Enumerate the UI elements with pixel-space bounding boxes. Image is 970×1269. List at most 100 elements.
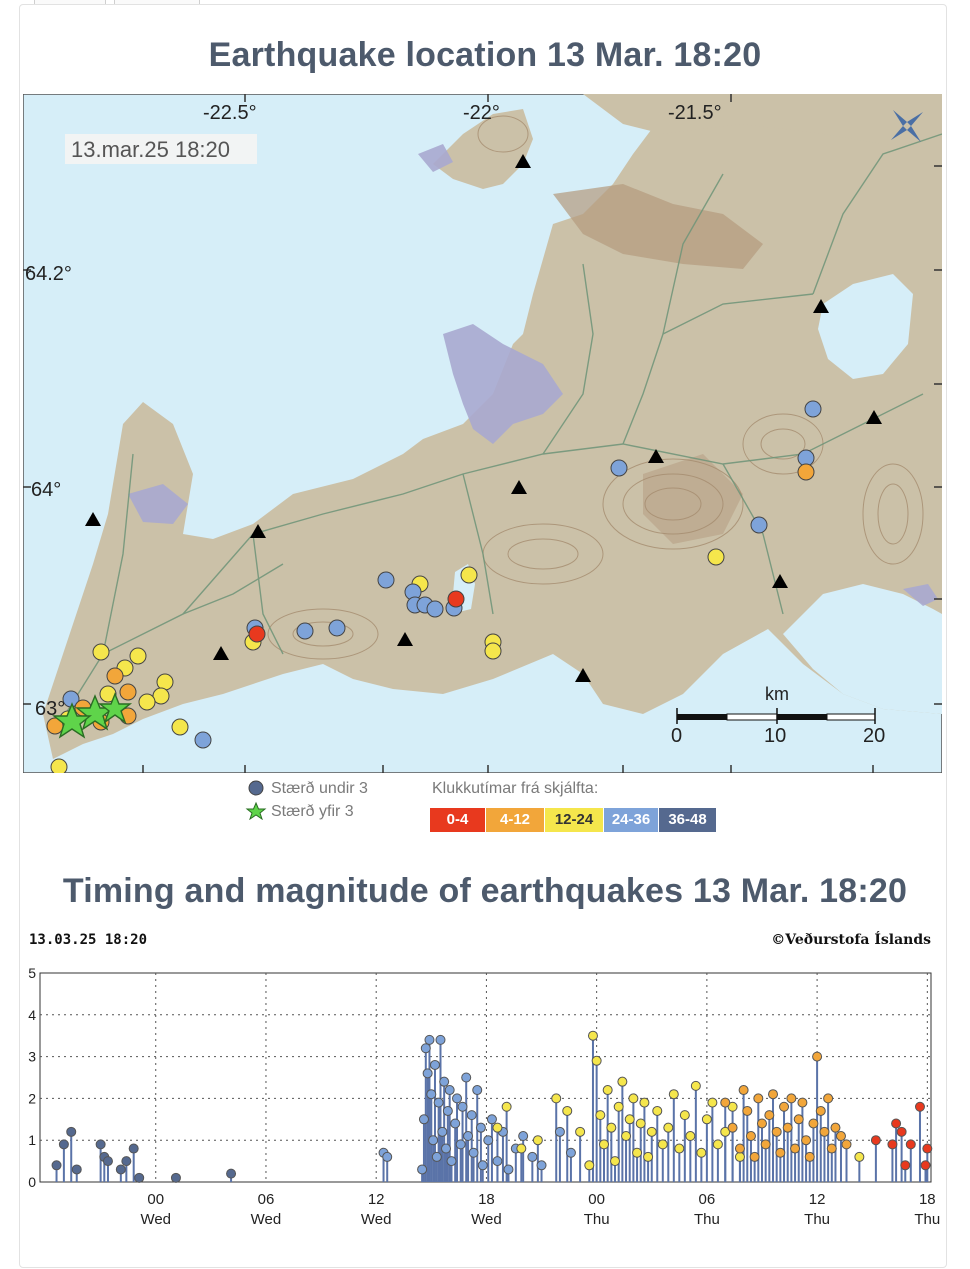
x-tick-time: 12 — [368, 1191, 385, 1208]
earthquake-dots — [46, 400, 822, 773]
quake-point — [835, 1131, 846, 1142]
quake-point — [782, 1122, 793, 1133]
quake-point — [854, 1151, 865, 1162]
quake-dot — [129, 647, 147, 665]
relief-esja — [553, 184, 763, 269]
lava-field-1 — [443, 324, 563, 444]
quake-point — [428, 1135, 439, 1146]
quake-point — [492, 1122, 503, 1133]
quake-point — [632, 1147, 643, 1158]
station-triangle — [648, 449, 664, 463]
quake-point — [808, 1118, 819, 1129]
x-tick-time: 12 — [809, 1191, 826, 1208]
quake-point — [433, 1097, 444, 1108]
quake-point — [900, 1160, 911, 1171]
quake-point — [815, 1105, 826, 1116]
station-triangle — [772, 574, 788, 588]
quake-point — [652, 1105, 663, 1116]
quake-point — [452, 1093, 463, 1104]
y-tick-label: 5 — [28, 965, 36, 981]
x-tick-day: Wed — [361, 1211, 392, 1228]
plot-frame — [39, 972, 932, 1183]
quake-point — [727, 1122, 738, 1133]
quake-dot — [156, 673, 174, 691]
quake-point — [826, 1143, 837, 1154]
y-tick-label: 4 — [28, 1007, 36, 1023]
quake-dot — [460, 566, 478, 584]
quake-point — [483, 1135, 494, 1146]
lava-field-4 — [903, 584, 938, 606]
quake-point — [914, 1101, 925, 1112]
earthquake-map[interactable]: 13.mar.25 18:20 -22.5° -22° -21.5° 64.2°… — [23, 94, 942, 773]
quake-point — [891, 1118, 902, 1129]
quake-point — [562, 1105, 573, 1116]
quake-point — [602, 1085, 613, 1096]
quake-point — [551, 1093, 562, 1104]
quake-point — [793, 1114, 804, 1125]
quake-point — [712, 1139, 723, 1150]
data-points — [51, 1030, 933, 1183]
legend-bin-24-36: 24-36 — [604, 808, 658, 832]
legend-bin-12-24: 12-24 — [545, 808, 603, 832]
quake-point — [587, 1030, 598, 1041]
station-triangle — [511, 480, 527, 494]
station-triangle — [866, 410, 882, 424]
quake-point — [128, 1143, 139, 1154]
legend-dot-icon — [248, 780, 264, 796]
quake-point — [475, 1122, 486, 1133]
quake-point — [527, 1151, 538, 1162]
quake-point — [738, 1085, 749, 1096]
scale-tick-0: 0 — [671, 725, 682, 747]
legend-under3: Stærð undir 3 — [271, 780, 368, 797]
quake-point — [58, 1139, 69, 1150]
quake-point — [887, 1139, 898, 1150]
quake-point — [771, 1126, 782, 1137]
x-tick-time: 06 — [699, 1191, 716, 1208]
x-tick-time: 00 — [147, 1191, 164, 1208]
quake-point — [115, 1164, 126, 1175]
quake-dot — [377, 571, 395, 589]
quake-point — [420, 1043, 431, 1054]
star-marker — [52, 702, 92, 739]
map-title: Earthquake location 13 Mar. 18:20 — [208, 36, 762, 74]
quake-point — [727, 1101, 738, 1112]
contours — [267, 115, 924, 660]
quake-point — [457, 1101, 468, 1112]
quake-point — [819, 1126, 830, 1137]
quake-dot — [106, 667, 124, 685]
quake-point — [701, 1114, 712, 1125]
quake-point — [896, 1126, 907, 1137]
y-tick-label: 3 — [28, 1049, 36, 1065]
quake-point — [102, 1156, 113, 1167]
quake-point — [446, 1156, 457, 1167]
quake-point — [424, 1034, 435, 1045]
quake-point — [797, 1097, 808, 1108]
quake-point — [905, 1139, 916, 1150]
lon-label-3: -21.5° — [668, 102, 722, 124]
quake-point — [764, 1110, 775, 1121]
y-axis-ticks: 0 1 2 3 4 5 — [28, 965, 36, 1190]
quake-point — [382, 1151, 393, 1162]
quake-point — [617, 1076, 628, 1087]
quake-dot — [119, 683, 137, 701]
quake-dot — [194, 731, 212, 749]
x-axis-ticks: 00 Wed 06 Wed 12 Wed 18 Wed 00 Thu 06 Thu 12 Thu 18 Thu — [140, 1191, 940, 1228]
quake-point — [646, 1126, 657, 1137]
quake-dot — [50, 758, 68, 773]
quake-point — [663, 1122, 674, 1133]
quake-point — [823, 1093, 834, 1104]
quake-point — [696, 1147, 707, 1158]
legend-star-icon — [245, 801, 267, 820]
quake-point — [679, 1110, 690, 1121]
quake-point — [518, 1131, 529, 1142]
quake-dot — [426, 600, 444, 618]
vedurstofa-logo-icon — [891, 110, 923, 142]
quake-point — [516, 1143, 527, 1154]
x-tick-time: 06 — [258, 1191, 275, 1208]
quake-point — [707, 1097, 718, 1108]
quake-point — [635, 1118, 646, 1129]
quake-point — [466, 1110, 477, 1121]
quake-dot — [797, 463, 815, 481]
quake-point — [441, 1143, 452, 1154]
